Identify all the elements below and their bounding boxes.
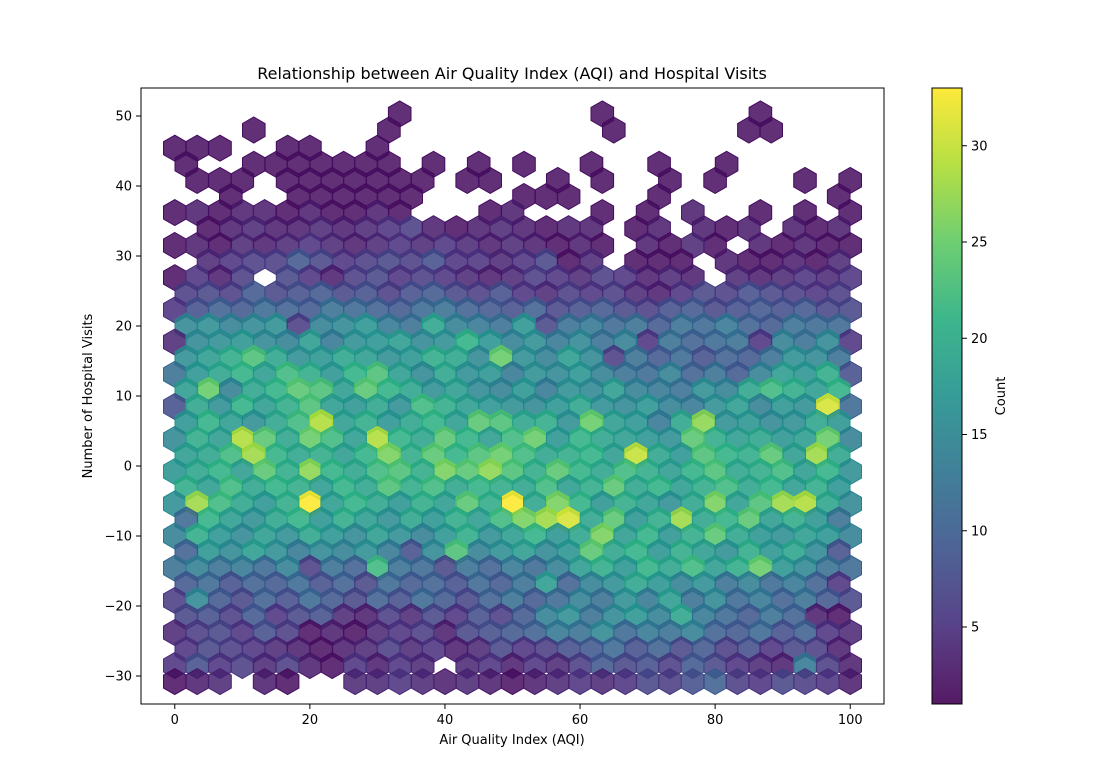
hex-cell (343, 668, 367, 696)
hex-cell (163, 231, 187, 260)
y-tick-label: 0 (124, 460, 132, 475)
hex-cell (816, 668, 840, 696)
hex-cell (163, 199, 187, 227)
hex-cell (433, 668, 457, 696)
hex-cell (602, 116, 626, 144)
hex-cell (590, 166, 615, 194)
colorbar-tick-label: 30 (971, 139, 988, 154)
hex-cell (208, 134, 232, 162)
hex-cell (208, 668, 232, 696)
colorbar-tick-label: 15 (971, 428, 988, 443)
colorbar-tick-label: 10 (971, 524, 988, 539)
x-tick-label: 40 (437, 713, 454, 728)
x-tick-label: 60 (572, 713, 589, 728)
y-tick-label: 50 (115, 110, 132, 125)
hex-cell (556, 182, 581, 211)
colorbar-tick-label: 20 (971, 332, 988, 347)
hex-cell (613, 668, 638, 696)
y-tick-label: 40 (115, 180, 132, 195)
hex-cell (242, 116, 266, 144)
hex-cell (793, 166, 817, 194)
chart-title: Relationship between Air Quality Index (… (257, 64, 767, 83)
hex-cell (275, 668, 300, 696)
y-tick-label: −10 (105, 530, 132, 545)
hex-cell (478, 166, 502, 194)
y-tick-label: −20 (105, 600, 132, 615)
x-axis: 0 20 40 60 80 100 (171, 704, 863, 728)
hex-cell (478, 668, 502, 696)
y-axis: −30 −20 −10 0 10 20 30 40 50 (105, 110, 141, 685)
colorbar-label: Count (994, 377, 1009, 416)
x-tick-label: 100 (838, 713, 863, 728)
x-tick-label: 80 (707, 713, 724, 728)
hex-cell (512, 150, 536, 178)
y-tick-label: 30 (115, 250, 132, 265)
x-tick-label: 0 (171, 713, 179, 728)
colorbar (931, 87, 963, 705)
hexbin-cells (163, 100, 862, 696)
colorbar-ticks: 5 10 15 20 25 30 (962, 139, 988, 636)
hex-cell (681, 668, 705, 696)
y-tick-label: −30 (105, 670, 132, 685)
colorbar-tick-label: 5 (971, 621, 979, 636)
y-tick-label: 20 (115, 320, 132, 335)
colorbar-tick-label: 25 (971, 236, 988, 251)
x-axis-label: Air Quality Index (AQI) (439, 733, 584, 748)
y-axis-label: Number of Hospital Visits (81, 313, 96, 478)
x-tick-label: 20 (302, 713, 319, 728)
hex-cell (410, 668, 435, 696)
y-tick-label: 10 (115, 390, 132, 405)
hex-cell (759, 116, 783, 144)
hex-cell (546, 668, 570, 696)
hex-cell (748, 668, 773, 696)
hex-cell (703, 166, 727, 194)
